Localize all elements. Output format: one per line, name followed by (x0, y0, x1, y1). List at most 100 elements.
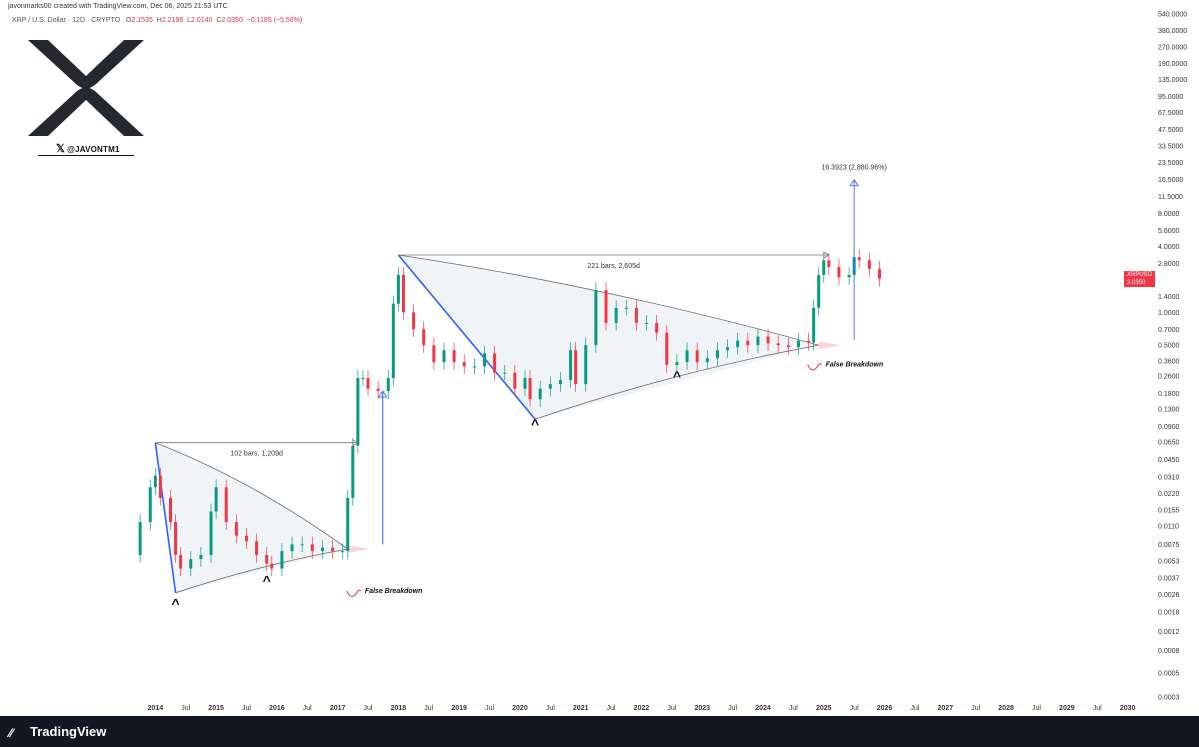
x-tick-month: Jul (607, 705, 616, 712)
time-axis: 2014 Jul 2015 Jul 2016 Jul 2017 Jul 2018 Jul 2019 J… (148, 705, 1136, 712)
candle-body (391, 303, 395, 379)
candle-body (817, 274, 821, 308)
y-tick-label: 0.2600 (1158, 374, 1180, 381)
x-tick-year: 2030 (1120, 705, 1136, 712)
candle-body (695, 350, 699, 363)
y-tick-label: 67.5000 (1158, 110, 1183, 117)
x-tick-month: Jul (728, 705, 737, 712)
change-value: −0.1185 (−5.50%) (246, 17, 303, 24)
candle-body (594, 290, 598, 346)
candle-body (366, 378, 370, 389)
price-axis: 540.0000 380.0000 270.0000 190.0000 135.0000… (1158, 12, 1187, 702)
candle-body (746, 340, 750, 346)
attribution-text: javonmarks00 created with TradingView.co… (8, 3, 228, 10)
impulse-arrowhead (378, 390, 388, 398)
x-logo-icon: 𝕏 (56, 143, 66, 155)
measure-arrowhead (823, 251, 830, 259)
candle-body (396, 274, 400, 304)
y-tick-label: 190.0000 (1158, 61, 1187, 68)
candle-body (401, 274, 405, 313)
y-tick-label: 8.0000 (1158, 211, 1180, 218)
x-tick-month: Jul (546, 705, 555, 712)
y-tick-label: 0.0018 (1158, 610, 1180, 617)
candle-body (548, 384, 552, 389)
candle-body (290, 544, 294, 552)
candle-body (715, 350, 719, 359)
candle-body (786, 345, 790, 348)
author-handle: 𝕏 @JAVONTM1 (56, 142, 120, 155)
candle-body (822, 260, 826, 275)
x-tick-month: Jul (424, 705, 433, 712)
candle-body (138, 522, 142, 555)
wedge-fill (398, 255, 819, 420)
candle-body (528, 378, 532, 400)
handle-text: @JAVONTM1 (67, 145, 120, 154)
low-marker-caret: ^ (531, 416, 539, 432)
x-tick-year: 2022 (634, 705, 650, 712)
candle-body (376, 388, 380, 392)
breakout-marker (818, 341, 841, 350)
candle-body (265, 554, 269, 564)
y-tick-label: 2.8000 (1158, 261, 1180, 268)
y-tick-label: 33.5000 (1158, 143, 1183, 150)
wedge-lower-line (534, 344, 819, 420)
y-tick-label: 1.0000 (1158, 310, 1180, 317)
x-tick-month: Jul (971, 705, 980, 712)
candle-body (493, 353, 497, 373)
measure-label: 221 bars, 2,605d (587, 263, 640, 270)
candle-body (736, 340, 740, 348)
candle-body (604, 290, 608, 323)
tradingview-logo-icon: ⁄⁄ (9, 726, 14, 740)
y-tick-label: 1.4000 (1158, 294, 1180, 301)
measure-arrowhead (849, 179, 859, 187)
candle-body (462, 362, 466, 367)
x-tick-month: Jul (181, 705, 190, 712)
y-tick-label: 0.3600 (1158, 358, 1180, 365)
y-tick-label: 540.0000 (1158, 12, 1187, 19)
open-value: 2.1535 (131, 17, 153, 24)
x-tick-month: Jul (1093, 705, 1102, 712)
y-tick-label: 0.5000 (1158, 343, 1180, 350)
wedge-upper-line (155, 442, 348, 550)
candle-body (685, 350, 689, 363)
candle-body (482, 353, 486, 367)
x-tick-month: Jul (364, 705, 373, 712)
y-tick-label: 0.7000 (1158, 327, 1180, 334)
low-marker-caret: ^ (673, 368, 681, 384)
x-tick-year: 2020 (512, 705, 528, 712)
candle-body (214, 487, 218, 512)
down-trend-arrow (154, 442, 177, 593)
candle-body (244, 535, 248, 542)
candle-body (812, 307, 816, 343)
candle-body (280, 551, 284, 569)
y-tick-label: 47.5000 (1158, 127, 1183, 134)
candle-body (472, 366, 476, 368)
y-tick-label: 0.0110 (1158, 524, 1179, 531)
candle-body (766, 336, 770, 344)
down-trend-arrow (397, 254, 536, 420)
x-tick-year: 2027 (938, 705, 954, 712)
y-tick-label: 95.0000 (1158, 94, 1183, 101)
candle-body (665, 332, 669, 365)
candle-body (361, 378, 365, 380)
candle-body (847, 274, 851, 278)
candle-body (442, 350, 446, 363)
candle-body (827, 260, 831, 268)
x-tick-year: 2026 (877, 705, 893, 712)
y-tick-label: 0.0012 (1158, 629, 1180, 636)
x-tick-year: 2025 (816, 705, 832, 712)
y-tick-label: 0.1800 (1158, 391, 1180, 398)
low-label: L (187, 17, 192, 24)
y-tick-label: 0.0026 (1158, 592, 1180, 599)
y-tick-label: 0.1300 (1158, 407, 1180, 414)
candle-body (538, 388, 542, 400)
y-tick-label: 270.0000 (1158, 44, 1187, 51)
price-tag-price: 2.0350 (1127, 279, 1146, 286)
x-tick-year: 2018 (391, 705, 407, 712)
breakout-marker (347, 545, 370, 554)
y-tick-label: 0.0450 (1158, 457, 1180, 464)
candle-body (877, 268, 881, 279)
candle-body (513, 372, 517, 389)
high-label: H (156, 17, 162, 24)
false-breakdown-squiggle (807, 363, 822, 371)
